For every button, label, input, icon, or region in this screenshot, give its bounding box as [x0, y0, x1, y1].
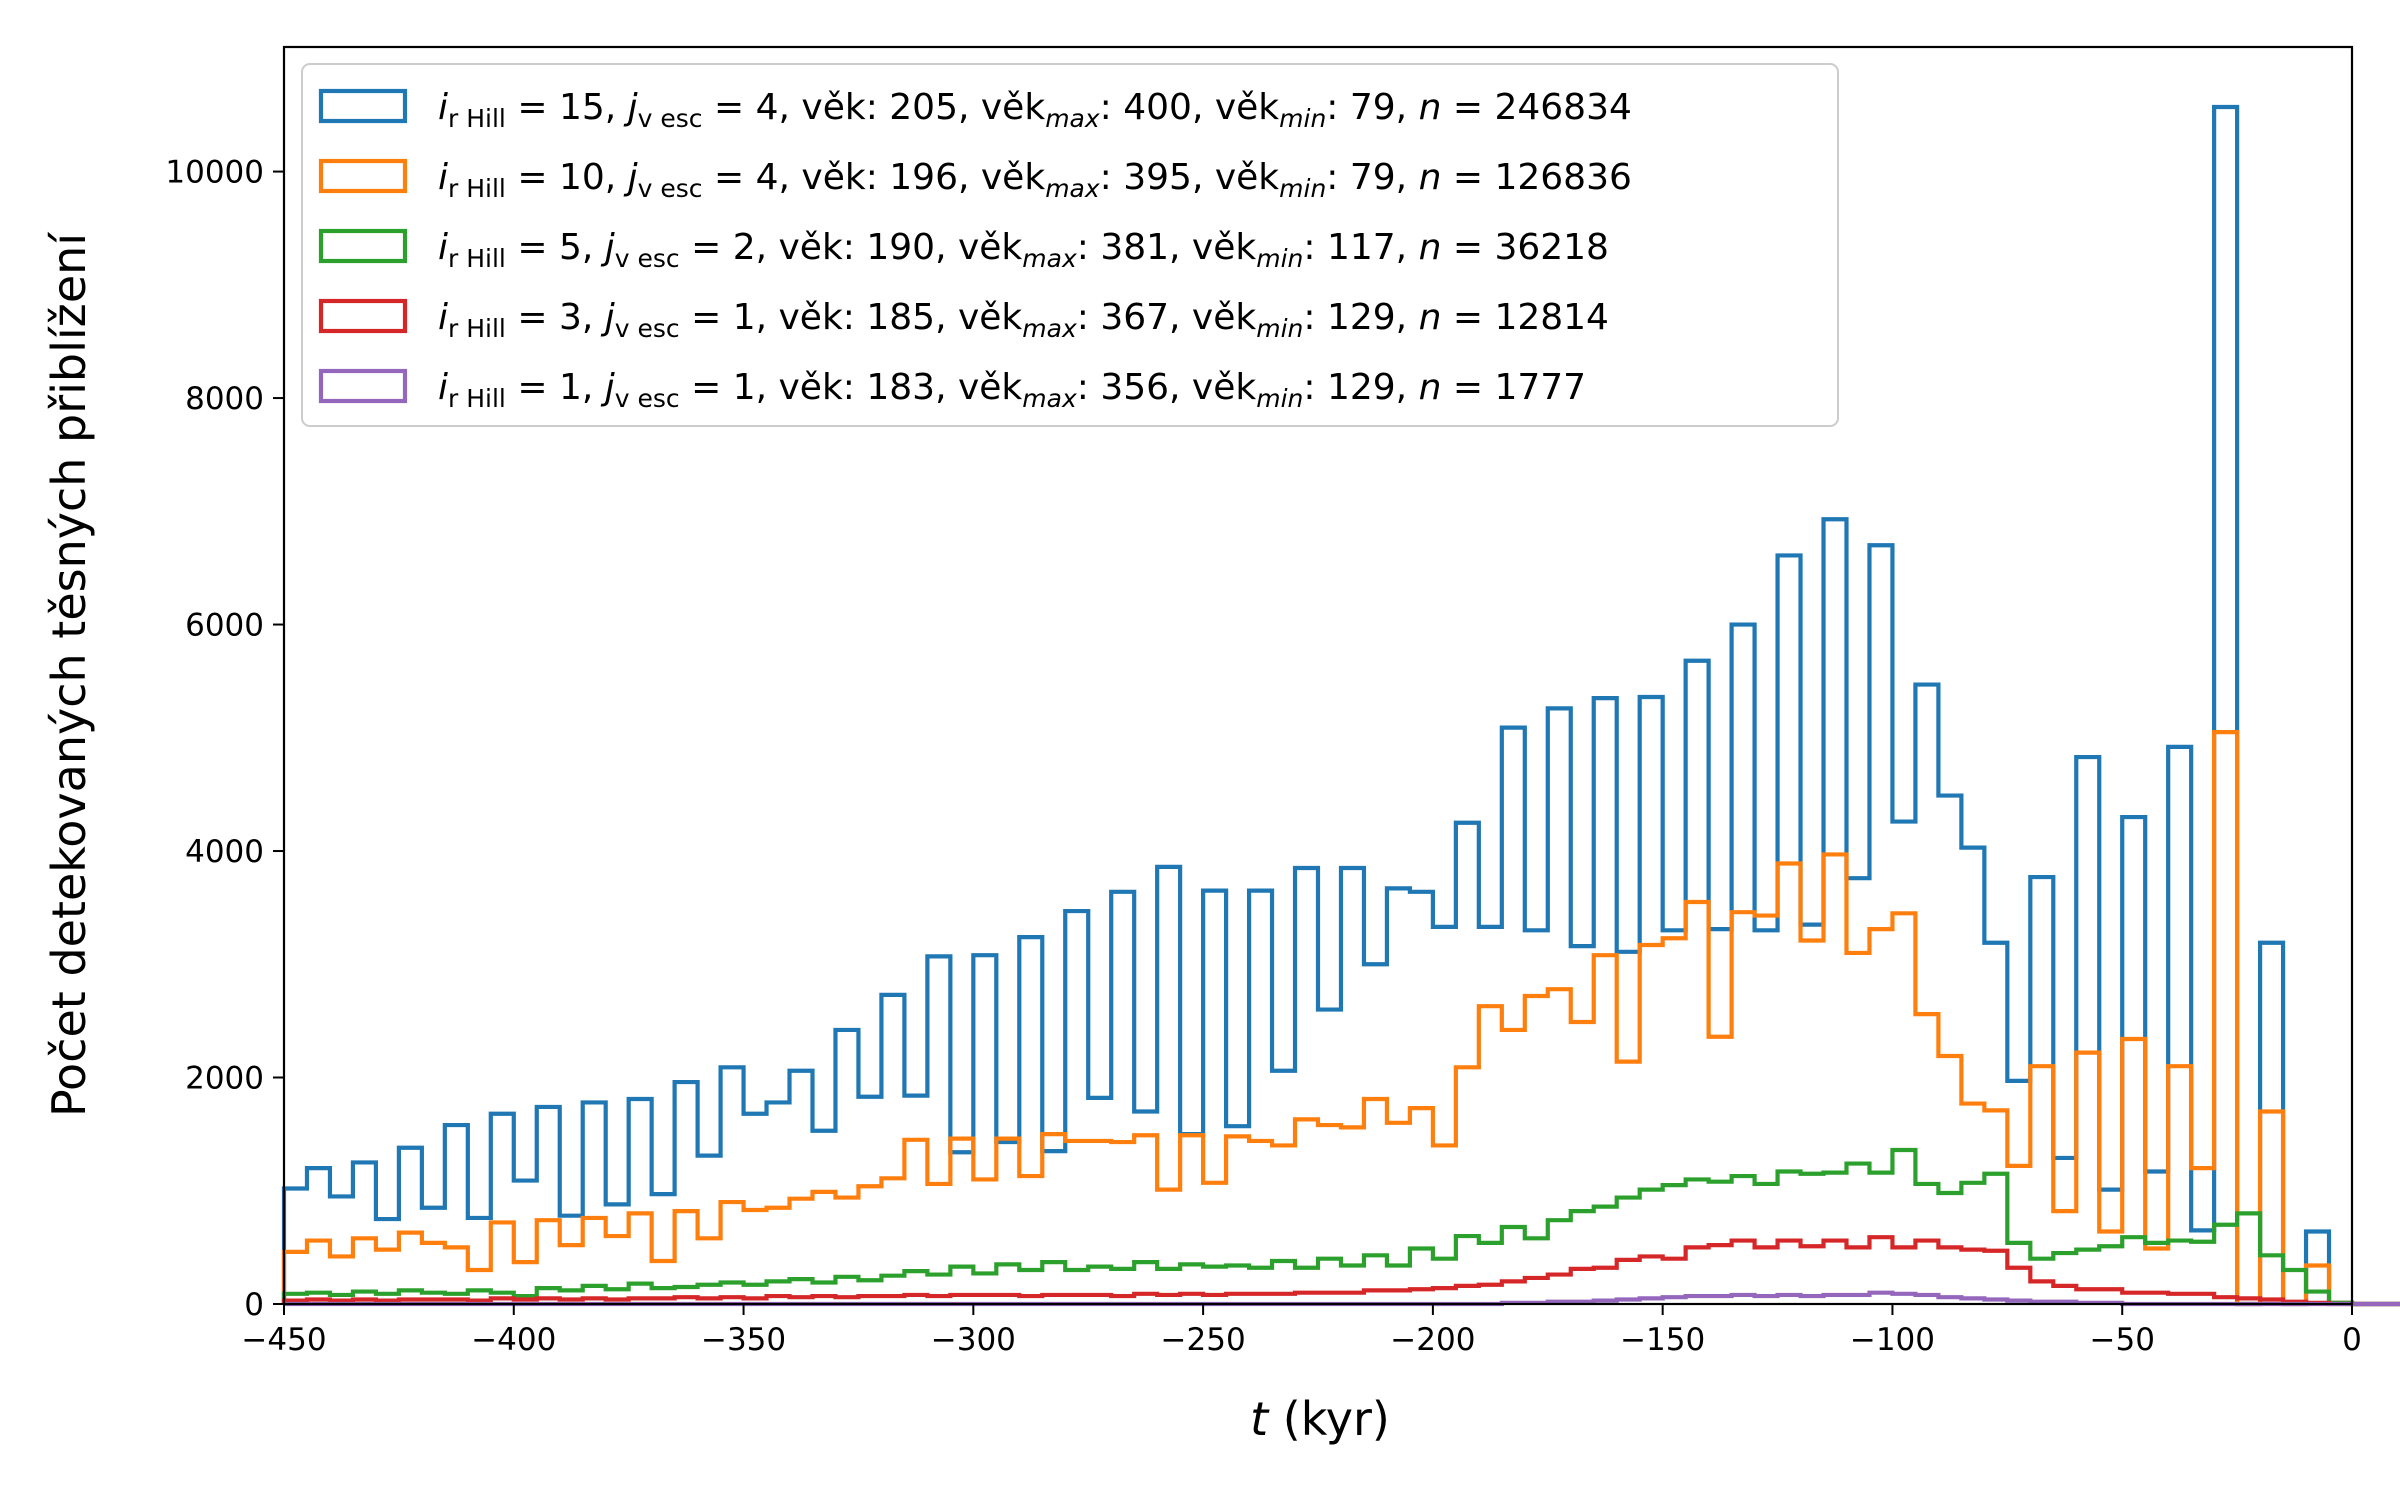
legend-label-3: ir Hill = 5, jv esc = 2, věk: 190, věkma… — [438, 227, 1609, 273]
legend-swatch-1 — [318, 88, 408, 124]
y-tick-label: 4000 — [185, 834, 264, 870]
legend-label-1: ir Hill = 15, jv esc = 4, věk: 205, věkm… — [438, 87, 1632, 133]
y-tick-label: 0 — [244, 1287, 264, 1323]
series-2-step-line — [281, 730, 2400, 1307]
series-4-step-line — [281, 1235, 2400, 1307]
y-tick-label: 10000 — [165, 155, 264, 191]
series-3-step-line — [281, 1147, 2400, 1307]
legend-swatch-4 — [318, 298, 408, 334]
x-tick-label: −400 — [471, 1322, 556, 1358]
y-tick-label: 8000 — [185, 381, 264, 417]
plot-frame — [282, 45, 2354, 1306]
legend-swatch-3 — [318, 228, 408, 264]
x-tick-label: −350 — [701, 1322, 786, 1358]
x-tick-label: 0 — [2342, 1322, 2362, 1358]
x-tick-label: −300 — [931, 1322, 1016, 1358]
legend-box — [301, 63, 1839, 427]
y-axis-title: Počet detekovaných těsných přiblížení — [42, 232, 96, 1117]
legend-label-2: ir Hill = 10, jv esc = 4, věk: 196, věkm… — [438, 157, 1632, 203]
y-axis: 0 2000 4000 6000 8000 10000 — [165, 155, 284, 1323]
legend-swatch-2 — [318, 158, 408, 194]
x-tick-label: −100 — [1850, 1322, 1935, 1358]
x-tick-label: −450 — [241, 1322, 326, 1358]
x-tick-label: −250 — [1161, 1322, 1246, 1358]
legend-swatch-5 — [318, 368, 408, 404]
y-tick-label: 6000 — [185, 608, 264, 644]
legend-label-5: ir Hill = 1, jv esc = 1, věk: 183, věkma… — [438, 367, 1586, 413]
x-tick-label: −200 — [1390, 1322, 1475, 1358]
x-axis-title: t (kyr) — [1250, 1392, 1390, 1446]
legend: ir Hill = 15, jv esc = 4, věk: 205, věkm… — [301, 63, 1839, 427]
series-1-step-line — [281, 104, 2400, 1307]
x-axis: −450 −400 −350 −300 −250 −200 −150 −100 −50 0 — [241, 1304, 2362, 1358]
x-tick-label: −50 — [2090, 1322, 2155, 1358]
x-tick-label: −150 — [1620, 1322, 1705, 1358]
legend-label-4: ir Hill = 3, jv esc = 1, věk: 185, věkma… — [438, 297, 1609, 343]
y-tick-label: 2000 — [185, 1061, 264, 1097]
series-layer — [281, 104, 2400, 1307]
